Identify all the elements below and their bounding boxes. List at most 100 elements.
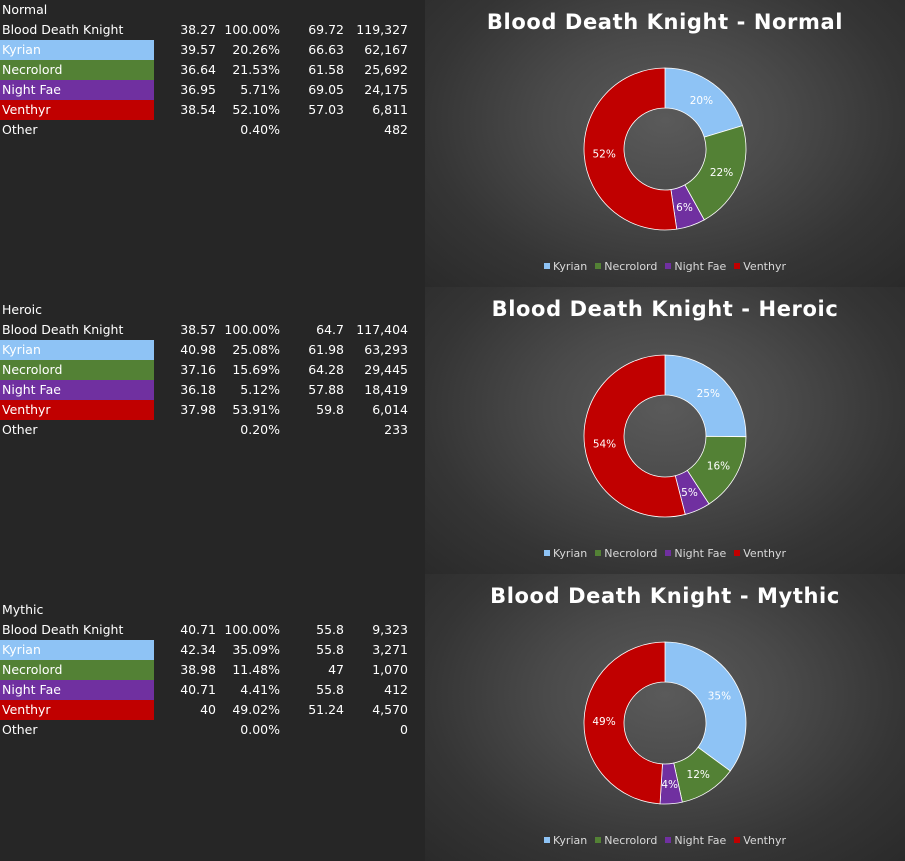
cell-name-venthyr: Venthyr <box>0 100 154 120</box>
cell-name: Other <box>2 422 38 437</box>
cell-name-night-fae: Night Fae <box>0 80 154 100</box>
table-row[interactable]: Kyrian 42.34 35.09% 55.8 3,271 <box>0 640 425 660</box>
table-row-total[interactable]: Blood Death Knight 40.71 100.00% 55.8 9,… <box>0 620 425 640</box>
cell-count: 9,323 <box>372 622 408 637</box>
cell-count: 482 <box>384 122 408 137</box>
cell-count: 25,692 <box>364 62 408 77</box>
cell-ilvl: 40.71 <box>180 622 216 637</box>
legend-item-necrolord[interactable]: Necrolord <box>595 260 657 273</box>
legend-swatch <box>734 837 741 843</box>
table-row[interactable]: Venthyr 38.54 52.10% 57.03 6,811 <box>0 100 425 120</box>
cell-ilvl: 38.98 <box>180 662 216 677</box>
cell-name-kyrian: Kyrian <box>0 340 154 360</box>
donut-chart: 35% 12% 4% 49% <box>583 641 747 805</box>
data-label: 4% <box>661 779 678 791</box>
legend-item-night-fae[interactable]: Night Fae <box>665 547 726 560</box>
cell-name: Blood Death Knight <box>2 22 124 37</box>
cell-name: Other <box>2 122 38 137</box>
legend-item-necrolord[interactable]: Necrolord <box>595 834 657 847</box>
table-row[interactable]: Necrolord 37.16 15.69% 64.28 29,445 <box>0 360 425 380</box>
legend-item-necrolord[interactable]: Necrolord <box>595 547 657 560</box>
legend-swatch <box>734 550 741 556</box>
cell-count: 18,419 <box>364 382 408 397</box>
table-row[interactable]: Venthyr 37.98 53.91% 59.8 6,014 <box>0 400 425 420</box>
legend-item-night-fae[interactable]: Night Fae <box>665 834 726 847</box>
cell-score: 59.8 <box>316 402 344 417</box>
cell-pct: 25.08% <box>232 342 280 357</box>
cell-pct: 5.12% <box>240 382 280 397</box>
table-row-total[interactable]: Blood Death Knight 38.57 100.00% 64.7 11… <box>0 320 425 340</box>
data-label: 12% <box>687 769 710 781</box>
cell-score: 66.63 <box>308 42 344 57</box>
table-row[interactable]: Night Fae 36.95 5.71% 69.05 24,175 <box>0 80 425 100</box>
cell-name-kyrian: Kyrian <box>0 640 154 660</box>
chart-panel-normal[interactable]: Blood Death Knight - Normal 20% 22% 6% 52% … <box>425 0 905 287</box>
table-row-other[interactable]: Other 0.00% 0 <box>0 720 425 740</box>
data-label: 49% <box>592 716 615 728</box>
cell-name-necrolord: Necrolord <box>0 60 154 80</box>
table-row[interactable]: Kyrian 40.98 25.08% 61.98 63,293 <box>0 340 425 360</box>
table-row[interactable]: Necrolord 36.64 21.53% 61.58 25,692 <box>0 60 425 80</box>
cell-pct: 15.69% <box>232 362 280 377</box>
donut-slice-venthyr[interactable] <box>583 354 686 518</box>
legend-item-venthyr[interactable]: Venthyr <box>734 260 786 273</box>
donut-chart: 20% 22% 6% 52% <box>583 67 747 231</box>
chart-panel-mythic[interactable]: Blood Death Knight - Mythic 35% 12% 4% 49% … <box>425 574 905 861</box>
legend-item-kyrian[interactable]: Kyrian <box>544 547 587 560</box>
cell-ilvl: 37.16 <box>180 362 216 377</box>
legend-swatch <box>665 550 672 556</box>
cell-ilvl: 39.57 <box>180 42 216 57</box>
table-heading: Normal <box>2 2 48 17</box>
donut-slice-venthyr[interactable] <box>583 67 678 231</box>
chart-legend: Kyrian Necrolord Night Fae Venthyr <box>425 834 905 847</box>
legend-item-night-fae[interactable]: Night Fae <box>665 260 726 273</box>
legend-item-kyrian[interactable]: Kyrian <box>544 834 587 847</box>
table-row[interactable]: Night Fae 40.71 4.41% 55.8 412 <box>0 680 425 700</box>
table-row-other[interactable]: Other 0.40% 482 <box>0 120 425 140</box>
legend-item-venthyr[interactable]: Venthyr <box>734 547 786 560</box>
legend-label: Necrolord <box>604 834 658 847</box>
chart-panel-heroic[interactable]: Blood Death Knight - Heroic 25% 16% 5% 54% … <box>425 287 905 574</box>
table-row-other[interactable]: Other 0.20% 233 <box>0 420 425 440</box>
data-label: 6% <box>676 202 693 214</box>
cell-pct: 4.41% <box>240 682 280 697</box>
table-row[interactable]: Night Fae 36.18 5.12% 57.88 18,419 <box>0 380 425 400</box>
cell-name-venthyr: Venthyr <box>0 700 154 720</box>
table-row[interactable]: Kyrian 39.57 20.26% 66.63 62,167 <box>0 40 425 60</box>
cell-count: 4,570 <box>372 702 408 717</box>
data-label: 16% <box>707 460 730 472</box>
cell-ilvl: 42.34 <box>180 642 216 657</box>
data-label: 35% <box>708 690 731 702</box>
donut-slice-kyrian[interactable] <box>664 641 747 772</box>
data-label: 25% <box>697 388 720 400</box>
table-row-total[interactable]: Blood Death Knight 38.27 100.00% 69.72 1… <box>0 20 425 40</box>
cell-ilvl: 38.27 <box>180 22 216 37</box>
legend-swatch <box>665 263 672 269</box>
cell-score: 69.05 <box>308 82 344 97</box>
cell-count: 6,811 <box>372 102 408 117</box>
cell-name-kyrian: Kyrian <box>0 40 154 60</box>
donut-slice-kyrian[interactable] <box>664 354 747 438</box>
donut-slice-venthyr[interactable] <box>583 641 666 805</box>
legend-item-kyrian[interactable]: Kyrian <box>544 260 587 273</box>
data-label: 52% <box>592 148 615 160</box>
legend-label: Venthyr <box>743 547 786 560</box>
cell-name-night-fae: Night Fae <box>0 680 154 700</box>
data-label: 5% <box>681 487 698 499</box>
donut-chart: 25% 16% 5% 54% <box>583 354 747 518</box>
cell-score: 64.28 <box>308 362 344 377</box>
cell-score: 55.8 <box>316 622 344 637</box>
cell-pct: 21.53% <box>232 62 280 77</box>
legend-label: Kyrian <box>553 547 588 560</box>
chart-legend: Kyrian Necrolord Night Fae Venthyr <box>425 547 905 560</box>
spreadsheet-area: Normal Blood Death Knight 38.27 100.00% … <box>0 0 425 861</box>
cell-pct: 0.00% <box>240 722 280 737</box>
cell-pct: 53.91% <box>232 402 280 417</box>
cell-pct: 20.26% <box>232 42 280 57</box>
table-row[interactable]: Necrolord 38.98 11.48% 47 1,070 <box>0 660 425 680</box>
cell-count: 29,445 <box>364 362 408 377</box>
chart-title: Blood Death Knight - Mythic <box>490 584 840 608</box>
legend-item-venthyr[interactable]: Venthyr <box>734 834 786 847</box>
table-row[interactable]: Venthyr 40 49.02% 51.24 4,570 <box>0 700 425 720</box>
chart-legend: Kyrian Necrolord Night Fae Venthyr <box>425 260 905 273</box>
